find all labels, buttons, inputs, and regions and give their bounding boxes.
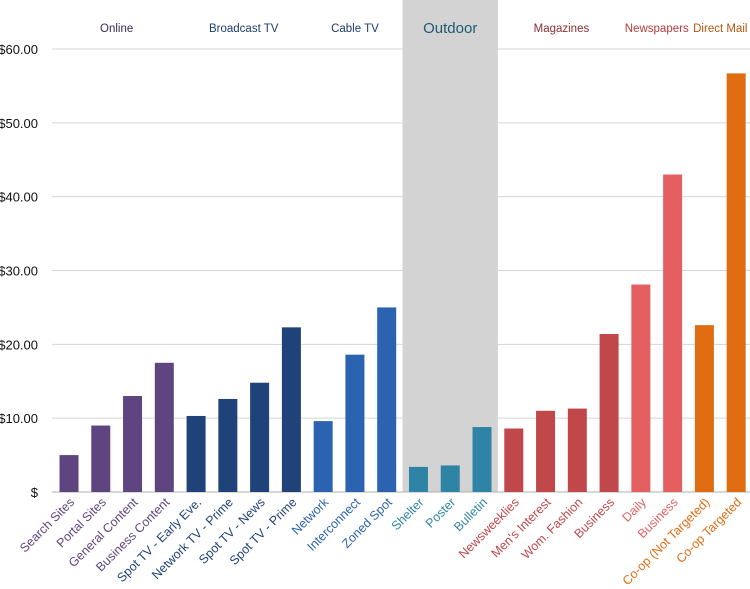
bar-online-search-sites: [59, 455, 79, 492]
group-header-cable-tv: Cable TV: [331, 23, 379, 35]
y-tick-label: $40.00: [0, 190, 38, 205]
group-headers: Online Broadcast TV Cable TV Outdoor Magazin…: [100, 20, 747, 37]
y-tick-label: $10.00: [0, 411, 38, 426]
bar-online-business-content: [154, 362, 174, 492]
bar-broadcast-tv-spot-tv-early-eve: [186, 415, 206, 492]
y-axis: $ $10.00 $20.00 $30.00 $40.00 $50.00 $60.00: [0, 42, 39, 500]
bar-broadcast-tv-spot-tv-prime: [281, 327, 301, 492]
bar-direct-mail-co-op-targeted: [726, 73, 746, 493]
bar-cable-tv-zoned-spot: [377, 307, 397, 492]
bar-broadcast-tv-network-tv-prime: [218, 398, 238, 492]
outdoor-highlight-band: [402, 0, 498, 492]
bar-cable-tv-network: [313, 421, 333, 492]
group-header-newspapers: Newspapers: [625, 23, 689, 35]
group-header-broadcast-tv: Broadcast TV: [209, 23, 279, 35]
y-tick-label: $30.00: [0, 264, 38, 279]
bar-newspapers-daily: [631, 284, 651, 492]
bar-online-general-content: [123, 396, 143, 492]
bar-outdoor-bulletin: [472, 427, 492, 492]
bar-cable-tv-interconnect: [345, 354, 365, 492]
group-header-magazines: Magazines: [534, 23, 590, 35]
bar-direct-mail-co-op-not-targeted: [694, 325, 714, 492]
bar-broadcast-tv-spot-tv-news: [250, 382, 270, 492]
x-tick-label: Shelter: [389, 495, 427, 533]
bar-newspapers-business: [663, 174, 683, 492]
group-header-online: Online: [100, 23, 133, 35]
bars: [59, 73, 746, 493]
bar-magazines-men-s-interest: [536, 410, 556, 492]
bar-magazines-newsweeklies: [504, 428, 524, 492]
y-tick-label: $: [31, 485, 39, 500]
bar-online-portal-sites: [91, 425, 111, 492]
bar-magazines-wom-fashion: [567, 408, 587, 492]
y-tick-label: $20.00: [0, 337, 38, 352]
bar-outdoor-shelter: [408, 466, 428, 492]
group-header-direct-mail: Direct Mail: [693, 23, 747, 35]
bar-outdoor-poster: [440, 465, 460, 492]
y-tick-label: $60.00: [0, 42, 38, 57]
group-header-outdoor: Outdoor: [423, 20, 477, 37]
bar-magazines-business: [599, 333, 619, 492]
y-tick-label: $50.00: [0, 116, 38, 131]
